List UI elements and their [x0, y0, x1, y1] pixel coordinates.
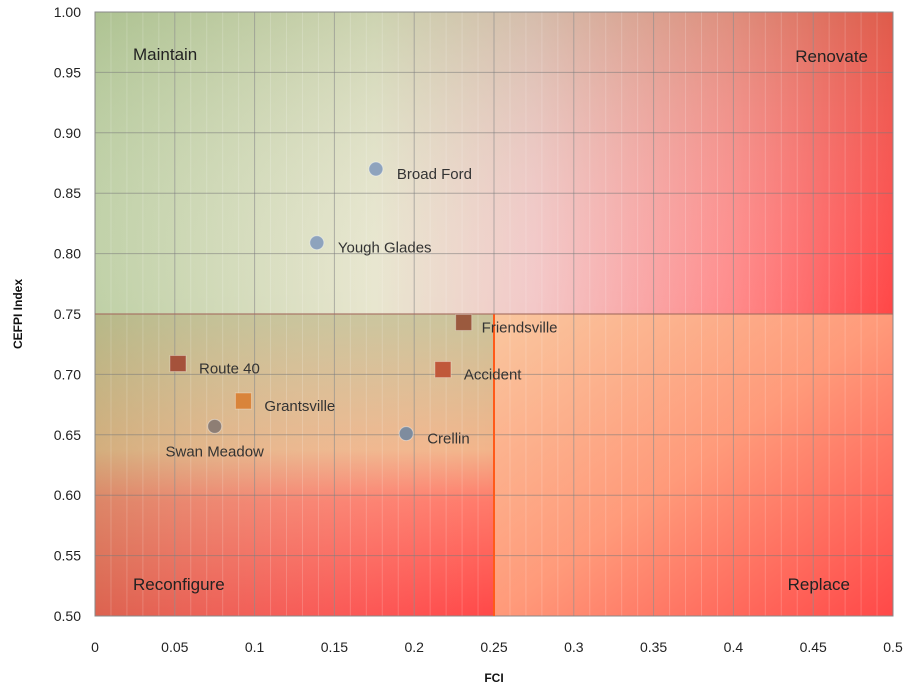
y-tick-label: 0.55 [54, 548, 81, 564]
circle-marker [398, 426, 414, 442]
quadrant-label-maintain: Maintain [133, 45, 197, 64]
point-label: Accident [464, 367, 522, 384]
quadrant-label-replace: Replace [788, 575, 850, 594]
point-label: Yough Glades [338, 240, 432, 257]
circle-marker [368, 161, 384, 177]
square-marker [434, 361, 452, 379]
point-label: Friendsville [482, 319, 558, 336]
data-point: Yough Glades [309, 235, 432, 257]
y-tick-label: 1.00 [54, 4, 81, 20]
circle-marker [207, 418, 223, 434]
y-tick-label: 0.60 [54, 487, 81, 503]
x-tick-label: 0.1 [245, 639, 265, 655]
data-points: Broad Ford Yough Glades Friendsville Route … [166, 161, 558, 460]
x-tick-label: 0.35 [640, 639, 667, 655]
quadrant-bottom-left-shade [95, 314, 494, 616]
square-marker [234, 392, 252, 410]
point-label: Route 40 [199, 361, 260, 378]
x-tick-label: 0.4 [724, 639, 744, 655]
data-point: Friendsville [455, 313, 558, 336]
data-point: Swan Meadow [166, 418, 265, 460]
data-point: Grantsville [234, 392, 335, 415]
point-label: Broad Ford [397, 166, 472, 183]
x-axis-ticks: 0 0.05 0.1 0.15 0.2 0.25 0.3 0.35 0.4 0.45 0.5 [91, 639, 903, 655]
x-tick-label: 0 [91, 639, 99, 655]
y-tick-label: 0.85 [54, 185, 81, 201]
x-tick-label: 0.2 [404, 639, 424, 655]
quadrant-bottom-right-fill [494, 314, 893, 616]
data-point: Broad Ford [368, 161, 472, 183]
y-axis-ticks: 0.50 0.55 0.60 0.65 0.70 0.75 0.80 0.85 0.90 0.95… [54, 4, 81, 624]
data-point: Crellin [398, 426, 470, 448]
x-tick-label: 0.05 [161, 639, 188, 655]
circle-marker [309, 235, 325, 251]
square-marker [169, 355, 187, 373]
y-tick-label: 0.95 [54, 64, 81, 80]
y-tick-label: 0.90 [54, 125, 81, 141]
y-tick-label: 0.80 [54, 246, 81, 262]
x-axis-title: FCI [484, 671, 503, 685]
y-tick-label: 0.70 [54, 366, 81, 382]
quadrant-label-renovate: Renovate [795, 47, 868, 66]
point-label: Grantsville [264, 398, 335, 415]
quadrant-label-reconfigure: Reconfigure [133, 575, 225, 594]
x-tick-label: 0.3 [564, 639, 584, 655]
data-point: Accident [434, 361, 522, 384]
x-tick-label: 0.15 [321, 639, 348, 655]
y-tick-label: 0.50 [54, 608, 81, 624]
y-tick-label: 0.75 [54, 306, 81, 322]
y-tick-label: 0.65 [54, 427, 81, 443]
y-axis-title: CEFPI Index [11, 279, 25, 349]
x-tick-label: 0.25 [480, 639, 507, 655]
point-label: Crellin [427, 431, 470, 448]
threshold-lines [95, 313, 893, 616]
data-point: Route 40 [169, 355, 260, 378]
x-tick-label: 0.5 [883, 639, 903, 655]
point-label: Swan Meadow [166, 443, 265, 460]
x-tick-label: 0.45 [800, 639, 827, 655]
square-marker [455, 313, 473, 331]
